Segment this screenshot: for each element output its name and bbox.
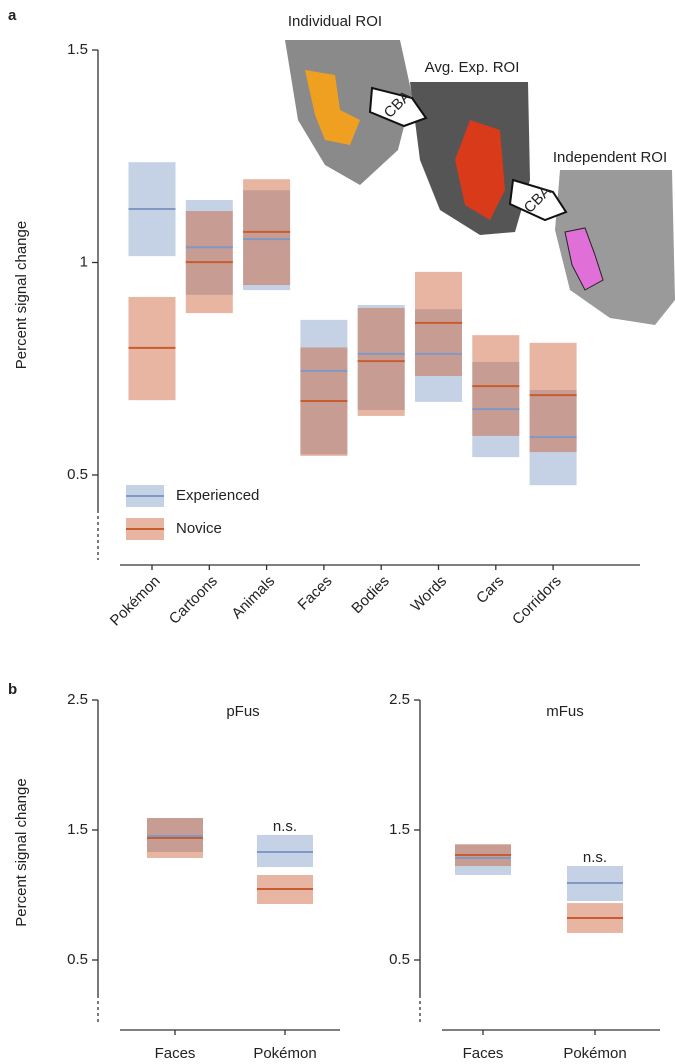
chart-title: mFus [546, 703, 584, 720]
y-tick-label: 2.5 [67, 691, 88, 708]
panel-label: b [8, 681, 17, 698]
x-tick-label: Faces [463, 1045, 504, 1062]
brain-illustrations [285, 40, 675, 325]
y-tick-label: 1.5 [67, 41, 88, 58]
x-tick-label: Corridors [509, 573, 565, 629]
y-tick-label: 1.5 [389, 821, 410, 838]
x-tick-label: Cars [473, 573, 507, 607]
chart-title: pFus [226, 703, 259, 720]
x-tick-label: Words [408, 573, 450, 615]
panel-label: a [8, 7, 17, 24]
x-tick-label: Faces [155, 1045, 196, 1062]
legend-label: Experienced [176, 487, 259, 504]
x-tick-label: Pokémon [107, 573, 164, 630]
x-tick-label: Animals [228, 573, 278, 623]
x-tick-label: Bodies [348, 573, 392, 617]
x-tick-label: Faces [295, 573, 336, 614]
y-axis-label: Percent signal change [13, 778, 30, 926]
annotation: Individual ROI [288, 13, 382, 30]
y-tick-label: 0.5 [67, 951, 88, 968]
y-tick-label: 0.5 [389, 951, 410, 968]
annotation: n.s. [583, 849, 607, 866]
y-tick-label: 0.5 [67, 466, 88, 483]
y-tick-label: 1.5 [67, 821, 88, 838]
annotation: n.s. [273, 818, 297, 835]
y-tick-label: 2.5 [389, 691, 410, 708]
range-box [415, 272, 462, 376]
range-box [530, 343, 577, 452]
legend-label: Novice [176, 520, 222, 537]
x-tick-label: Cartoons [166, 573, 221, 628]
y-tick-label: 1 [80, 253, 88, 270]
x-tick-label: Pokémon [563, 1045, 626, 1062]
y-axis-label: Percent signal change [13, 221, 30, 369]
x-tick-label: Pokémon [253, 1045, 316, 1062]
annotation: Independent ROI [553, 149, 667, 166]
annotation: Avg. Exp. ROI [425, 59, 520, 76]
figure: aPercent signal change0.511.5PokémonCart… [0, 0, 675, 1064]
